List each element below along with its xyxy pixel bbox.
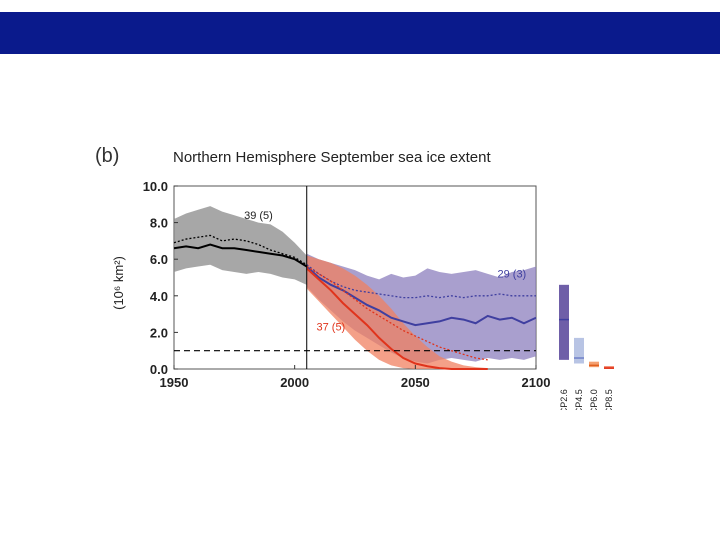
- side-bar-0: [559, 284, 569, 360]
- y-tick-label-2: 4.0: [150, 289, 168, 304]
- side-bar-label-3: RCP8.5: [604, 389, 614, 410]
- side-bar-label-1: RCP4.5: [574, 389, 584, 410]
- y-tick-label-3: 6.0: [150, 252, 168, 267]
- side-bar-label-2: RCP6.0: [589, 389, 599, 410]
- y-axis-label: (10⁶ km²): [111, 256, 126, 310]
- y-tick-label-1: 2.0: [150, 325, 168, 340]
- annotation-2: 37 (5): [316, 322, 345, 334]
- dotted-line-1: [306, 264, 536, 299]
- band-2: [306, 255, 488, 369]
- side-bar-2: [589, 361, 599, 368]
- series-lines: [173, 186, 537, 370]
- chart-figure: (b) Northern Hemisphere September sea ic…: [95, 125, 620, 410]
- y-tick-label-0: 0.0: [150, 362, 168, 377]
- header-bar: [0, 12, 720, 54]
- x-tick-label-0: 1950: [160, 375, 189, 390]
- uncertainty-bands: [174, 206, 536, 369]
- side-bar-label-0: RCP2.6: [559, 389, 569, 410]
- chart-svg: 1950 2000 2050 2100 0.0 2.0 4.0 6.0 8.0 10.0 (10⁶…: [111, 179, 614, 410]
- x-tick-label-3: 2100: [522, 375, 551, 390]
- band-1: [306, 253, 536, 364]
- side-bar-1: [574, 337, 584, 364]
- dotted-line-2: [306, 265, 488, 361]
- annotation-0: 39 (5): [244, 210, 273, 222]
- x-tick-label-1: 2000: [280, 375, 309, 390]
- panel-label: (b): [95, 145, 120, 167]
- dotted-line-0: [173, 234, 308, 266]
- annotation-1: 29 (3): [497, 269, 526, 281]
- y-tick-label-5: 10.0: [143, 179, 168, 194]
- x-tick-label-2: 2050: [401, 375, 430, 390]
- band-0: [174, 206, 307, 285]
- side-bars: RCP2.6 RCP4.5 RCP6.0 RCP8.5: [559, 284, 614, 410]
- mean-line-0: [173, 243, 308, 268]
- y-tick-label-4: 8.0: [150, 216, 168, 231]
- chart-title: Northern Hemisphere September sea ice ex…: [173, 149, 491, 166]
- axes: 1950 2000 2050 2100 0.0 2.0 4.0 6.0 8.0 10.0: [143, 179, 551, 390]
- annotations: 39 (5) 29 (3) 37 (5): [244, 210, 526, 334]
- mean-line-2: [306, 267, 488, 370]
